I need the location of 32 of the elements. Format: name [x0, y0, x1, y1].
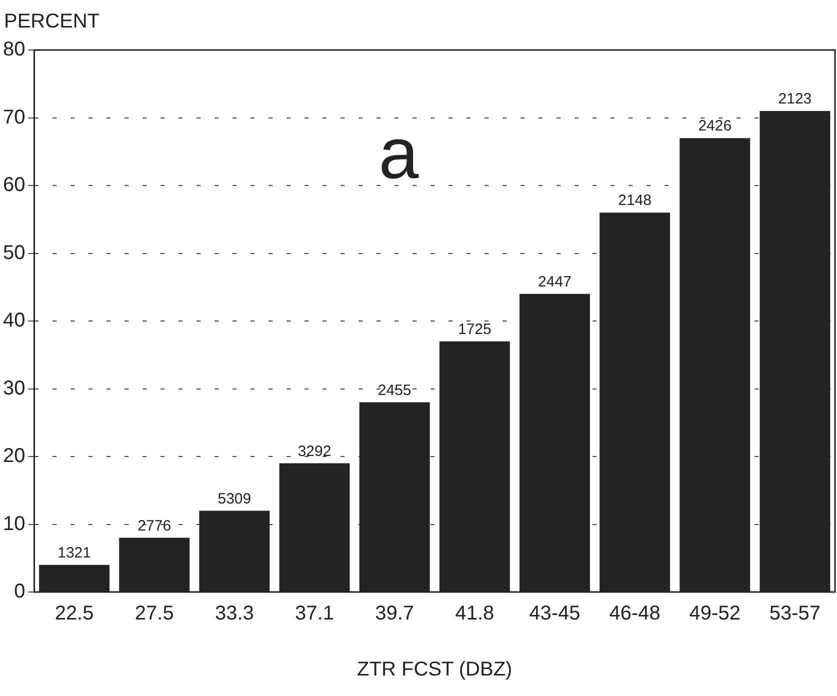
y-tick-label: 80 — [2, 38, 26, 61]
annotation: 1321 — [58, 544, 91, 562]
annotation: 2447 — [538, 274, 572, 291]
y-tick-label: 30 — [2, 377, 26, 400]
x-axis-title: ZTR FCST (DBZ) — [357, 658, 512, 681]
y-axis-title: PERCENT — [4, 10, 100, 33]
x-tick-label: 43-45 — [529, 602, 580, 625]
annotation: 2123 — [778, 90, 812, 108]
annotation: 2426 — [698, 118, 732, 135]
y-tick-label: 10 — [2, 512, 26, 535]
annotation: 2776 — [138, 517, 172, 534]
y-tick-label: 50 — [2, 242, 26, 264]
annotation: a — [378, 114, 420, 194]
y-tick-label: 60 — [2, 174, 26, 196]
annotation: 2148 — [618, 192, 652, 210]
x-tick-label: 27.5 — [134, 602, 174, 625]
y-tick-label: 0 — [14, 580, 26, 603]
x-tick-label: 49-52 — [689, 602, 740, 625]
x-tick-label: 33.3 — [214, 602, 254, 625]
x-tick-label: 46-48 — [609, 602, 660, 625]
x-tick-label: 53-57 — [769, 602, 821, 625]
y-tick-label: 70 — [2, 106, 26, 128]
x-tick-label: 22.5 — [54, 602, 94, 625]
annotation: 3292 — [298, 442, 332, 460]
annotation: 2455 — [378, 382, 412, 399]
annotation: 5309 — [218, 490, 252, 508]
y-tick-label: 40 — [2, 310, 26, 332]
x-tick-label: 39.7 — [375, 602, 414, 625]
annotation: 1725 — [458, 320, 492, 338]
x-tick-label: 41.8 — [455, 602, 494, 625]
y-tick-label: 20 — [2, 445, 26, 468]
x-tick-label: 37.1 — [295, 602, 334, 625]
